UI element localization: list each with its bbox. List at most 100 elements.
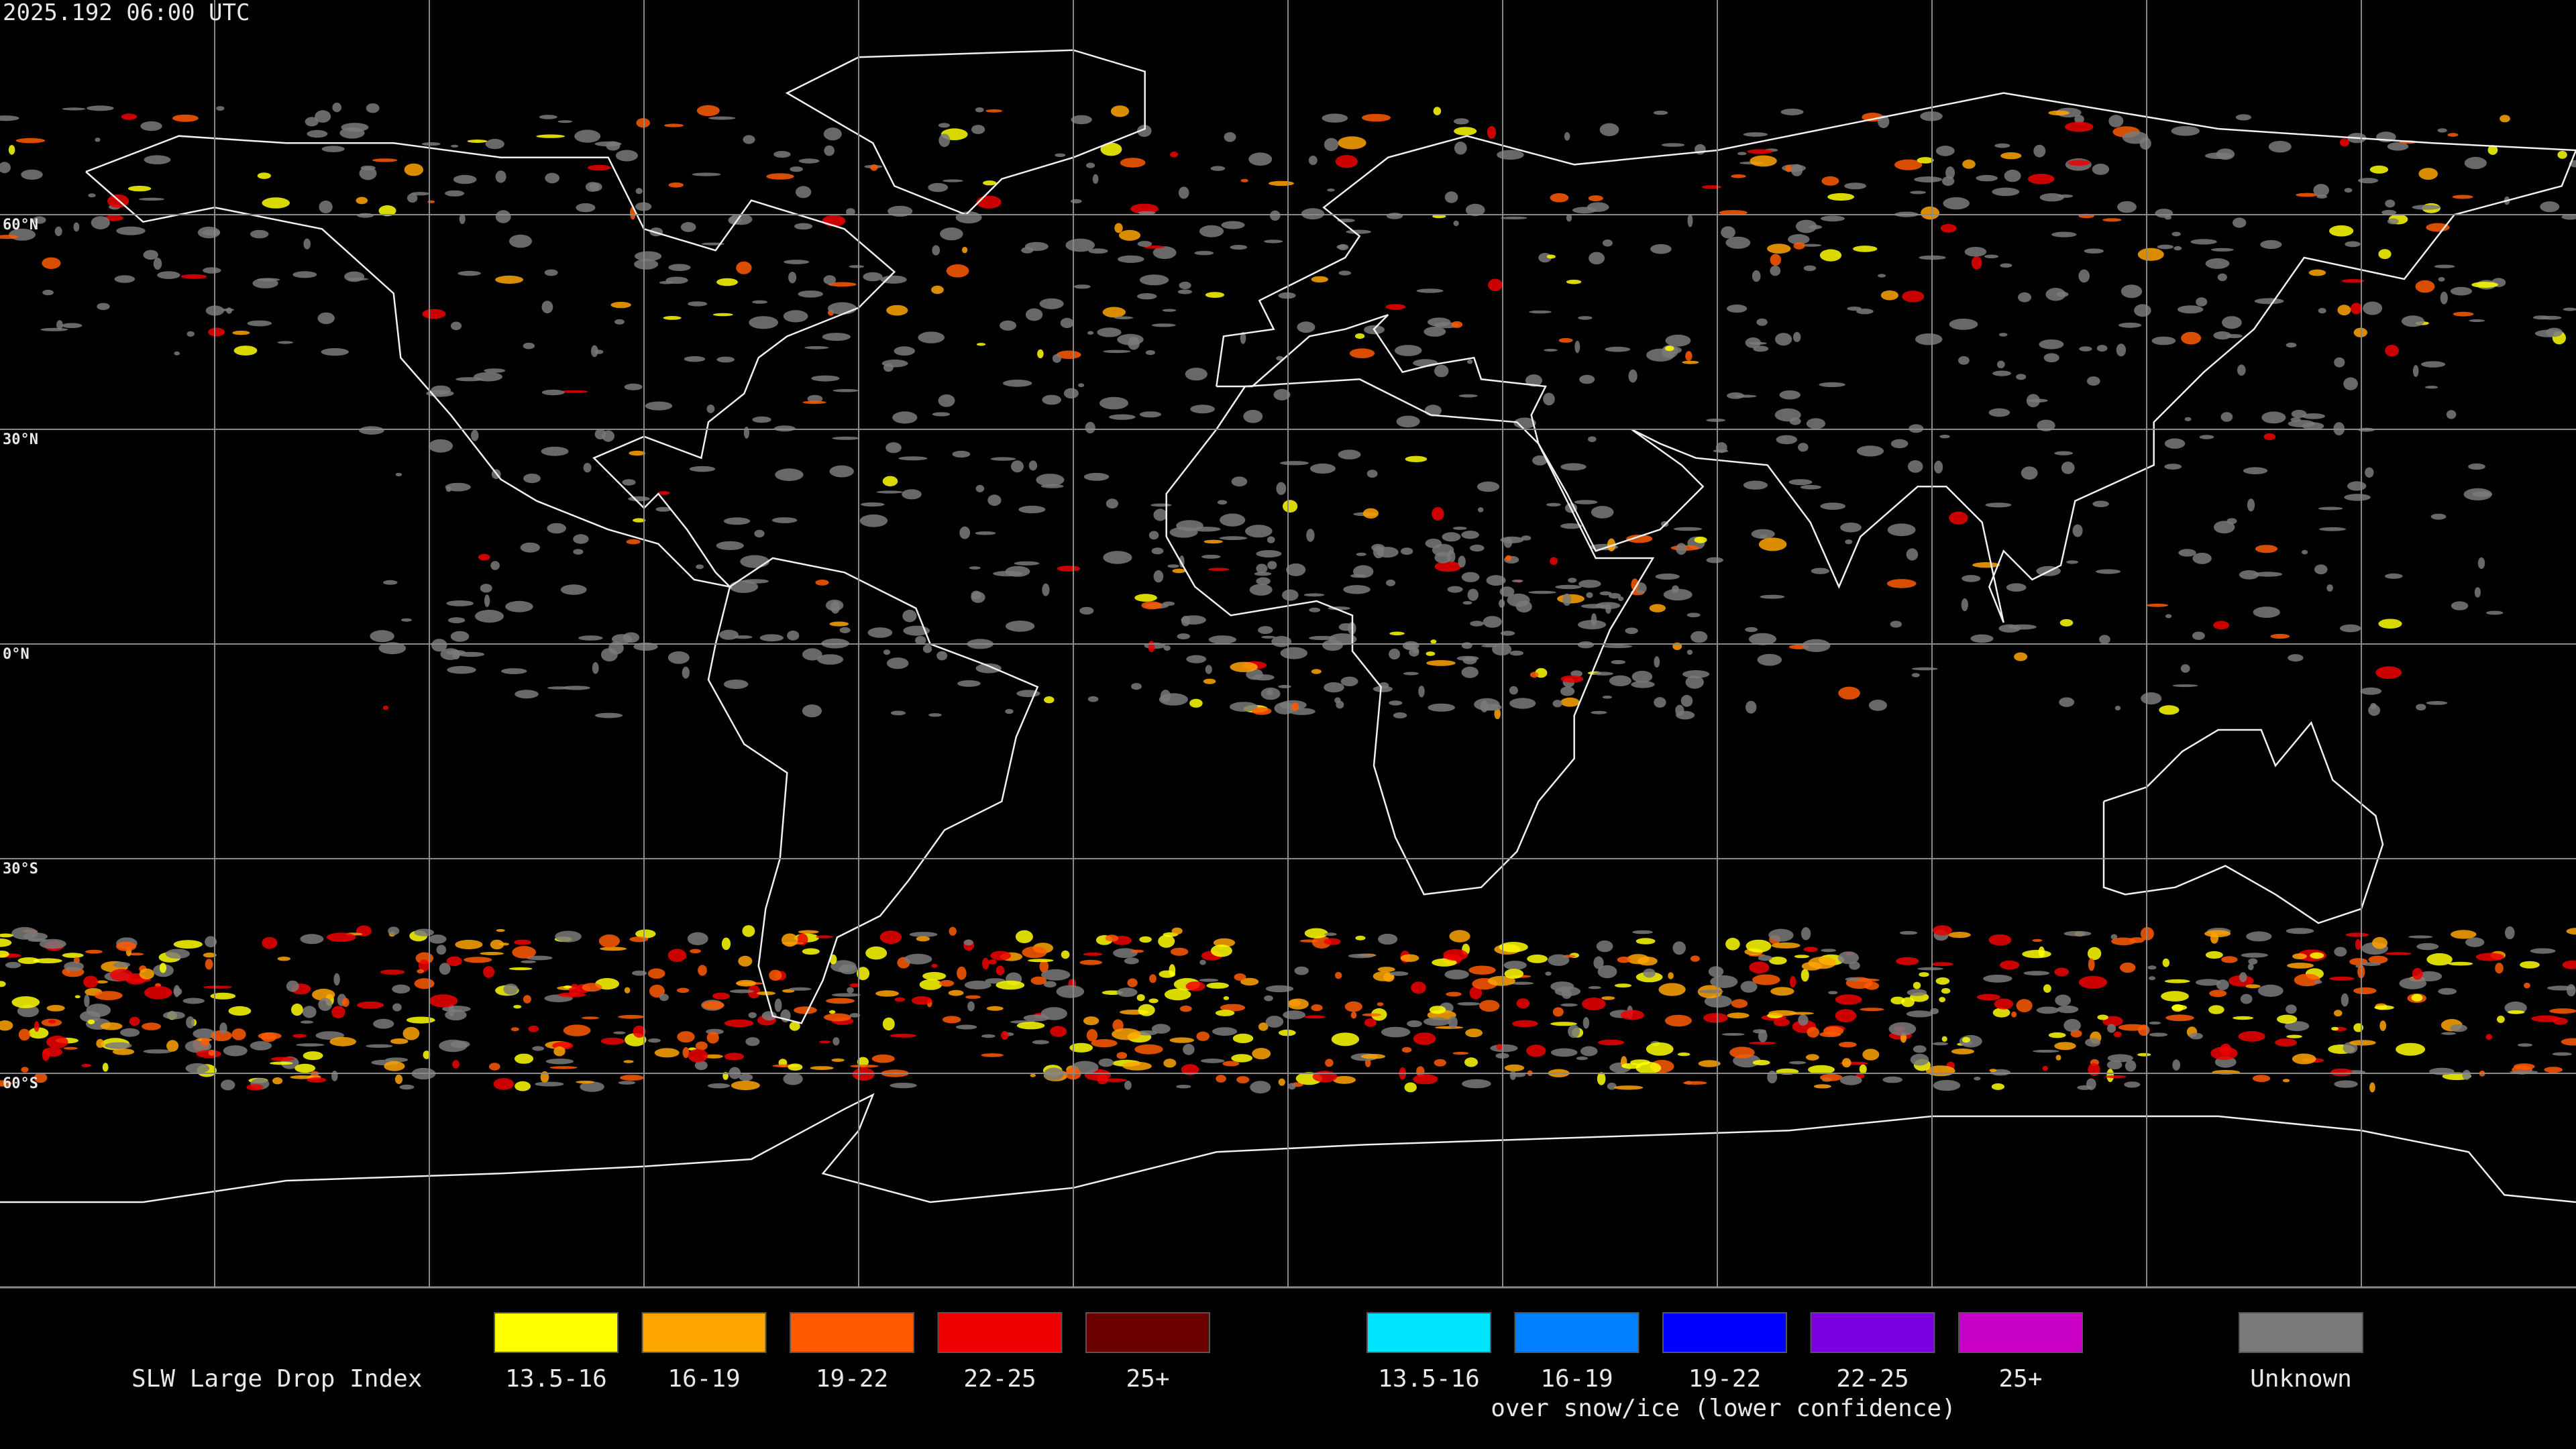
- cloud-patch: [1278, 1078, 1286, 1086]
- cloud-patch: [2418, 168, 2438, 180]
- cloud-patch: [2174, 246, 2182, 251]
- cloud-patch: [1304, 928, 1328, 938]
- cloud-patch: [2546, 327, 2563, 337]
- legend-swatch: [1662, 1312, 1787, 1353]
- cloud-patch: [528, 1025, 539, 1032]
- cloud-patch: [1727, 1012, 1750, 1019]
- cloud-patch: [1151, 547, 1164, 555]
- cloud-patch: [8, 145, 15, 155]
- cloud-patch: [620, 1075, 644, 1081]
- cloud-patch: [2464, 156, 2487, 170]
- cloud-patch: [1148, 998, 1159, 1004]
- cloud-patch: [2165, 1014, 2194, 1022]
- cloud-patch: [321, 347, 349, 356]
- cloud-patch: [1748, 1041, 1776, 1044]
- cloud-patch: [1794, 955, 1809, 959]
- cloud-patch: [1888, 1022, 1917, 1036]
- cloud-patch: [1560, 523, 1582, 529]
- cloud-patch: [1063, 388, 1079, 399]
- cloud-patch: [419, 959, 429, 972]
- cloud-patch: [2446, 410, 2457, 419]
- cloud-patch: [2208, 1005, 2224, 1014]
- cloud-patch: [2097, 1014, 2108, 1020]
- cloud-patch: [2084, 248, 2104, 254]
- cloud-patch: [1432, 958, 1457, 967]
- cloud-patch: [1092, 174, 1099, 184]
- cloud-patch: [822, 333, 851, 341]
- cloud-patch: [1805, 1054, 1819, 1061]
- cloud-patch: [290, 1075, 315, 1079]
- cloud-patch: [231, 1028, 246, 1040]
- cloud-patch: [115, 941, 137, 951]
- cloud-patch: [2149, 1021, 2161, 1025]
- cloud-patch: [824, 145, 835, 156]
- cloud-patch: [1685, 676, 1704, 689]
- cloud-patch: [1169, 964, 1176, 977]
- cloud-patch: [1461, 531, 1479, 539]
- coastline: [2102, 720, 2384, 924]
- cloud-patch: [898, 456, 928, 461]
- cloud-patch: [1767, 1071, 1778, 1083]
- cloud-patch: [11, 996, 40, 1008]
- cloud-patch: [745, 1037, 760, 1046]
- cloud-patch: [1461, 642, 1472, 649]
- cloud-patch: [1878, 115, 1890, 128]
- cloud-patch: [423, 1051, 431, 1059]
- cloud-patch: [630, 206, 636, 220]
- cloud-patch: [1555, 584, 1582, 590]
- cloud-patch: [1083, 1016, 1099, 1026]
- cloud-patch: [1801, 969, 1809, 982]
- cloud-patch: [484, 594, 490, 607]
- cloud-patch: [787, 631, 800, 641]
- cloud-patch: [1055, 153, 1066, 157]
- cloud-patch: [1941, 987, 1951, 994]
- legend-swatch: [1810, 1312, 1935, 1353]
- cloud-patch: [2196, 297, 2208, 307]
- cloud-patch: [1994, 143, 2010, 148]
- cloud-patch: [1492, 643, 1512, 656]
- cloud-patch: [890, 710, 906, 716]
- cloud-patch: [1458, 555, 1466, 568]
- cloud-patch: [2378, 619, 2402, 629]
- cloud-patch: [1505, 555, 1512, 561]
- cloud-patch: [1042, 583, 1050, 596]
- cloud-patch: [74, 995, 80, 999]
- cloud-patch: [2401, 315, 2424, 327]
- cloud-patch: [1256, 564, 1268, 574]
- cloud-patch: [2337, 305, 2351, 316]
- cloud-patch: [1158, 934, 1175, 948]
- legend-label: 25+: [1126, 1365, 1169, 1393]
- cloud-patch: [1962, 159, 1976, 169]
- cloud-patch: [879, 930, 902, 944]
- cloud-patch: [883, 649, 891, 655]
- cloud-patch: [2415, 280, 2435, 293]
- cloud-patch: [610, 301, 631, 309]
- cloud-patch: [1150, 503, 1172, 507]
- cloud-patch: [1086, 162, 1095, 168]
- cloud-patch: [307, 129, 328, 138]
- cloud-patch: [1488, 278, 1503, 292]
- cloud-patch: [2437, 128, 2447, 133]
- cloud-patch: [2270, 633, 2290, 639]
- cloud-patch: [876, 490, 904, 494]
- cloud-patch: [2117, 201, 2137, 213]
- cloud-patch: [1576, 1056, 1588, 1061]
- cloud-patch: [1680, 694, 1693, 707]
- cloud-patch: [902, 489, 922, 500]
- cloud-patch: [739, 1073, 753, 1081]
- cloud-patch: [682, 666, 690, 679]
- cloud-patch: [143, 1049, 172, 1054]
- cloud-patch: [1675, 704, 1684, 716]
- cloud-patch: [1529, 672, 1539, 678]
- cloud-patch: [1586, 592, 1593, 598]
- cloud-patch: [1069, 1042, 1093, 1053]
- cloud-patch: [2226, 333, 2243, 339]
- cloud-patch: [1088, 248, 1108, 254]
- cloud-patch: [1894, 159, 1923, 170]
- cloud-patch: [2214, 521, 2235, 534]
- cloud-patch: [1552, 1007, 1564, 1017]
- cloud-patch: [2310, 952, 2324, 959]
- cloud-patch: [2051, 231, 2077, 237]
- cloud-patch: [1752, 974, 1780, 985]
- cloud-patch: [2451, 930, 2477, 939]
